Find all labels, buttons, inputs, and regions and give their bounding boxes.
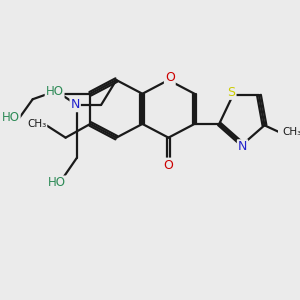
Text: N: N bbox=[238, 140, 247, 153]
Text: HO: HO bbox=[48, 176, 66, 189]
Text: CH₃: CH₃ bbox=[282, 127, 300, 137]
Text: O: O bbox=[164, 159, 173, 172]
Text: N: N bbox=[70, 98, 80, 111]
Text: CH₃: CH₃ bbox=[27, 119, 46, 129]
Text: S: S bbox=[228, 86, 236, 99]
Text: HO: HO bbox=[2, 111, 20, 124]
Text: HO: HO bbox=[46, 85, 64, 98]
Text: O: O bbox=[165, 71, 175, 84]
